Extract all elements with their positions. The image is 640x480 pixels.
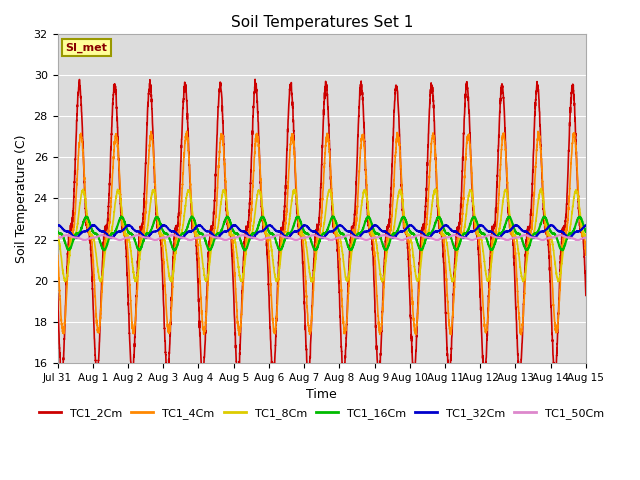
Legend: TC1_2Cm, TC1_4Cm, TC1_8Cm, TC1_16Cm, TC1_32Cm, TC1_50Cm: TC1_2Cm, TC1_4Cm, TC1_8Cm, TC1_16Cm, TC1…	[35, 404, 609, 423]
X-axis label: Time: Time	[307, 388, 337, 401]
Text: SI_met: SI_met	[65, 42, 108, 53]
Title: Soil Temperatures Set 1: Soil Temperatures Set 1	[230, 15, 413, 30]
Y-axis label: Soil Temperature (C): Soil Temperature (C)	[15, 134, 28, 263]
